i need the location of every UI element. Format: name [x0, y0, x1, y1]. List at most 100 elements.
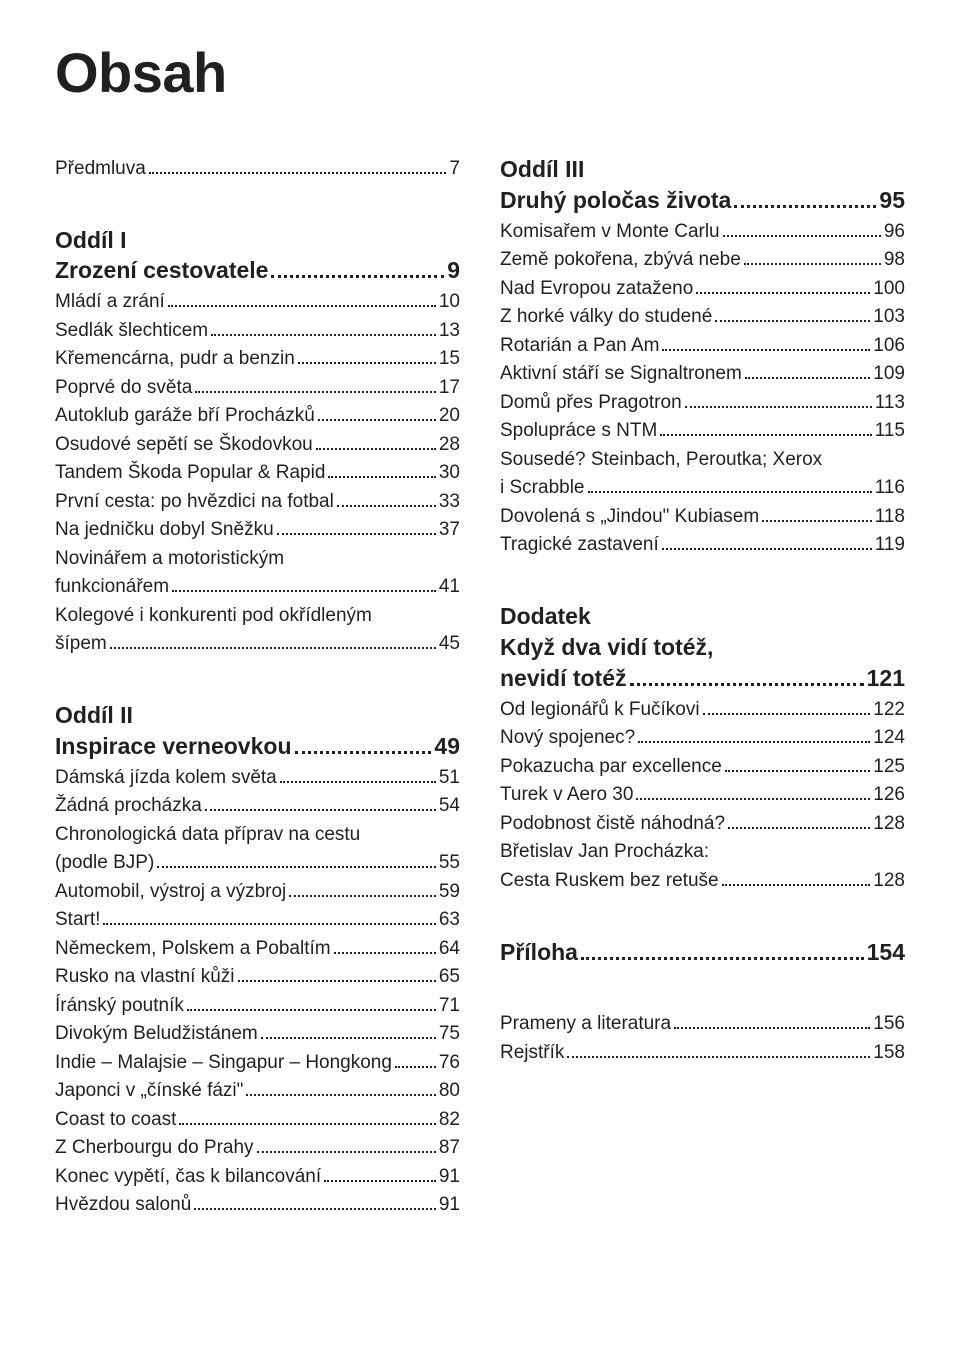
left-column: Předmluva 7 Oddíl I Zrození cestovatele …: [55, 155, 460, 1262]
page-title: Obsah: [55, 40, 905, 105]
two-column-layout: Předmluva 7 Oddíl I Zrození cestovatele …: [55, 155, 905, 1262]
dot-leader: [238, 966, 436, 982]
toc-entry: Dámská jízda kolem světa51: [55, 764, 460, 793]
entry-page: 75: [439, 1020, 460, 1049]
entry-continuation: Novinářem a motoristickým: [55, 545, 460, 574]
entry-page: 106: [873, 332, 905, 361]
entry-label: Poprvé do světa: [55, 374, 192, 403]
section-title-page: 95: [879, 185, 905, 216]
dot-leader: [703, 699, 871, 715]
entry-label: funkcionářem: [55, 573, 169, 602]
toc-entry: Spolupráce s NTM115: [500, 417, 905, 446]
dot-leader: [205, 795, 436, 811]
entry-page: 37: [439, 516, 460, 545]
entry-label: Na jedničku dobyl Sněžku: [55, 516, 274, 545]
toc-entry: Turek v Aero 30126: [500, 781, 905, 810]
entry-page: 71: [439, 992, 460, 1021]
preface-section: Předmluva 7: [55, 155, 460, 184]
toc-entry: Rejstřík158: [500, 1039, 905, 1068]
entry-label: Žádná procházka: [55, 792, 202, 821]
dot-leader: [318, 405, 436, 421]
toc-entry: Automobil, výstroj a výzbroj 59: [55, 878, 460, 907]
toc-entry: Osudové sepětí se Škodovkou28: [55, 431, 460, 460]
dot-leader: [149, 158, 447, 174]
toc-entry: Tragické zastavení 119: [500, 531, 905, 560]
tail-section: Prameny a literatura 156Rejstřík158: [500, 1010, 905, 1067]
entry-page: 54: [439, 792, 460, 821]
entry-label: Mládí a zrání: [55, 288, 165, 317]
entry-label: Z Cherbourgu do Prahy: [55, 1134, 254, 1163]
dot-leader: [744, 249, 881, 265]
entry-page: 33: [439, 488, 460, 517]
dot-leader: [195, 377, 436, 393]
section-title: nevidí totéž 121: [500, 663, 905, 694]
entry-page: 10: [439, 288, 460, 317]
entry-continuation: Chronologická data příprav na cestu: [55, 821, 460, 850]
toc-entry: Divokým Beludžistánem75: [55, 1020, 460, 1049]
toc-entry: Pokazucha par excellence 125: [500, 753, 905, 782]
entry-label: Japonci v „čínské fázi": [55, 1077, 243, 1106]
dot-leader: [194, 1194, 436, 1210]
entry-continuation: Břetislav Jan Procházka:: [500, 838, 905, 867]
dot-leader: [685, 392, 872, 408]
entry-page: 59: [439, 878, 460, 907]
toc-entry: Autoklub garáže bří Procházků20: [55, 402, 460, 431]
toc-entry: Coast to coast82: [55, 1106, 460, 1135]
section-title-page: 9: [447, 255, 460, 286]
entry-label: Rejstřík: [500, 1039, 564, 1068]
entry-page: 116: [875, 474, 905, 503]
toc-entry: Cesta Ruskem bez retuše128: [500, 867, 905, 896]
entry-label: Automobil, výstroj a výzbroj: [55, 878, 286, 907]
entry-page: 41: [439, 573, 460, 602]
entry-page: 156: [873, 1010, 905, 1039]
entry-page: 65: [439, 963, 460, 992]
toc-entry: Německem, Polskem a Pobaltím64: [55, 935, 460, 964]
toc-entry: Od legionářů k Fučíkovi122: [500, 696, 905, 725]
entry-page: 119: [875, 531, 905, 560]
entry-page: 118: [875, 503, 905, 532]
entry-label: Tragické zastavení: [500, 531, 659, 560]
section-title: Druhý poločas života 95: [500, 185, 905, 216]
entry-page: 128: [873, 867, 905, 896]
section-1: Oddíl I Zrození cestovatele 9 Mládí a zr…: [55, 226, 460, 659]
entry-label: Hvězdou salonů: [55, 1191, 191, 1220]
section-label: Oddíl I: [55, 226, 460, 256]
entry-page: 100: [873, 275, 905, 304]
section-3: Oddíl III Druhý poločas života 95 Komisa…: [500, 155, 905, 560]
entry-label: Turek v Aero 30: [500, 781, 633, 810]
dot-leader: [674, 1013, 870, 1029]
toc-entry: Žádná procházka 54: [55, 792, 460, 821]
entry-page: 7: [449, 155, 460, 184]
entry-page: 17: [439, 374, 460, 403]
entry-page: 13: [439, 317, 460, 346]
entry-page: 124: [873, 724, 905, 753]
toc-entry: funkcionářem 41: [55, 573, 460, 602]
entry-label: Komisařem v Monte Carlu: [500, 218, 720, 247]
entry-continuation: Sousedé? Steinbach, Peroutka; Xerox: [500, 446, 905, 475]
dot-leader: [324, 1166, 436, 1182]
entry-page: 20: [439, 402, 460, 431]
entry-page: 76: [439, 1049, 460, 1078]
entry-label: Křemencárna, pudr a benzin: [55, 345, 295, 374]
toc-entry: Aktivní stáří se Signaltronem109: [500, 360, 905, 389]
entry-label: Rotarián a Pan Am: [500, 332, 659, 361]
appendix-section: Dodatek Když dva vidí totéž, nevidí toté…: [500, 602, 905, 895]
entry-label: Pokazucha par excellence: [500, 753, 722, 782]
dot-leader: [723, 221, 881, 237]
entry-label: Prameny a literatura: [500, 1010, 671, 1039]
dot-leader: [179, 1109, 435, 1125]
entry-page: 45: [439, 630, 460, 659]
dot-leader: [725, 756, 870, 772]
dot-leader: [298, 348, 436, 364]
entry-page: 125: [873, 753, 905, 782]
dot-leader: [696, 278, 870, 294]
toc-entry: Na jedničku dobyl Sněžku 37: [55, 516, 460, 545]
entry-page: 109: [873, 360, 905, 389]
entry-page: 91: [439, 1163, 460, 1192]
section-title-page: 49: [434, 731, 460, 762]
entry-page: 63: [439, 906, 460, 935]
dot-leader: [280, 767, 436, 783]
entry-label: Spolupráce s NTM: [500, 417, 657, 446]
dot-leader: [157, 852, 436, 868]
dot-leader: [316, 434, 436, 450]
